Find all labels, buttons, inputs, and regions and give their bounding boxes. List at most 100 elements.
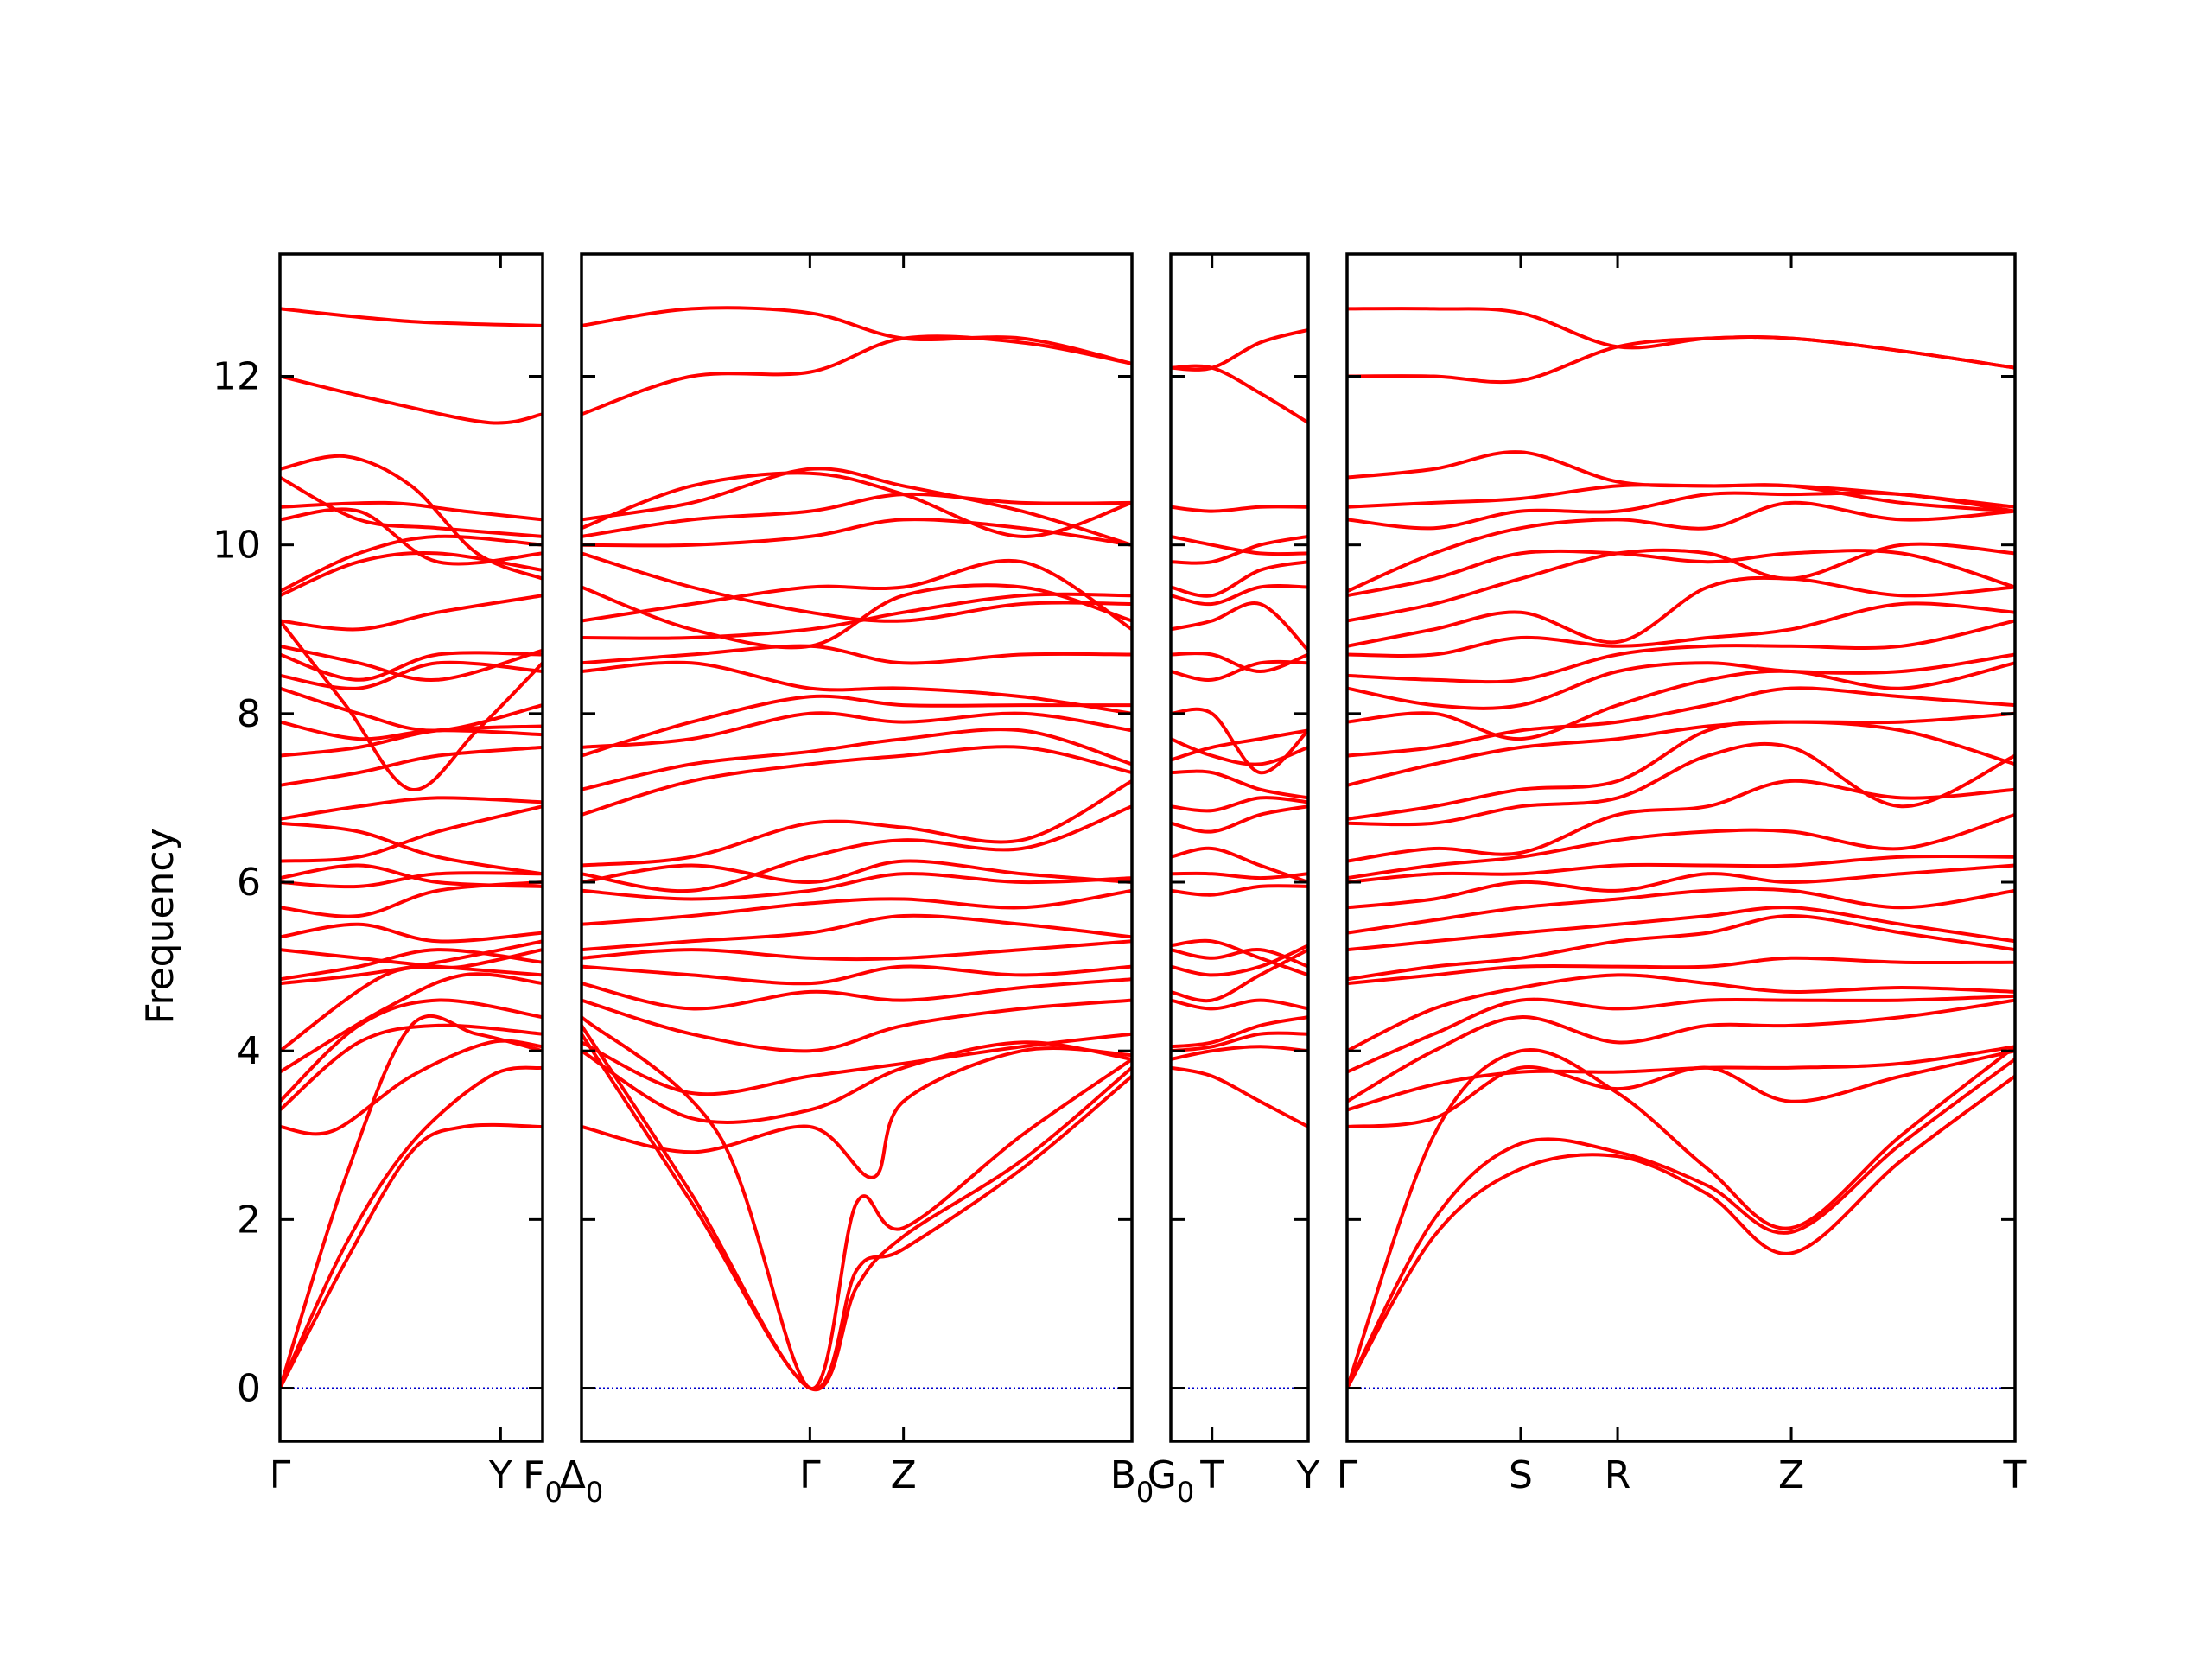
x-tick-label: Z [891, 1453, 917, 1497]
band-line [582, 964, 1132, 986]
band-line [1171, 505, 1308, 513]
band-line [1347, 601, 2015, 658]
band-line [582, 1040, 1132, 1124]
band-line [280, 821, 543, 876]
x-tick-label: Y [488, 1453, 512, 1497]
band-line [280, 454, 543, 581]
band-line [1347, 491, 2015, 531]
band-line [280, 948, 543, 977]
panel-frame [1169, 252, 1310, 1443]
band-line [1347, 335, 2015, 385]
band-line [1347, 542, 2015, 623]
band-line [1347, 720, 2015, 821]
x-tick-label: Δ0 [560, 1453, 603, 1509]
band-line [280, 863, 543, 888]
y-tick-label: 0 [237, 1367, 261, 1411]
band-line [1171, 560, 1308, 598]
x-tick-label: Γ [1337, 1453, 1358, 1497]
band-line [280, 551, 543, 598]
bands [280, 307, 543, 1390]
band-line [582, 977, 1132, 1011]
band-line [1171, 584, 1308, 607]
band-line [1347, 994, 2015, 1074]
band-line [1347, 1074, 2015, 1390]
band-line [582, 779, 1132, 868]
band-line [1347, 854, 2015, 884]
band-line [1347, 973, 2015, 1053]
band-line [280, 745, 543, 787]
band-line [582, 745, 1132, 817]
y-tick-label: 8 [237, 692, 261, 736]
y-tick-label: 10 [213, 524, 261, 568]
band-line [280, 686, 543, 733]
band-line [1347, 1045, 2015, 1112]
band-line [1171, 846, 1308, 884]
band-line [582, 492, 1132, 538]
band-line [280, 644, 543, 683]
band-line [280, 720, 543, 741]
band-line [1171, 364, 1308, 425]
band-line [1347, 741, 2015, 827]
band-line [280, 804, 543, 863]
band-line [280, 972, 543, 1074]
band-line [582, 998, 1132, 1053]
band-line [582, 471, 1132, 538]
y-axis: 0 2 4 6 8 10 12 [213, 354, 261, 1410]
band-line [1171, 1045, 1308, 1061]
x-tick-label: S [1509, 1453, 1533, 1497]
band-line [1171, 796, 1308, 813]
band-line [582, 888, 1132, 926]
band-line [1171, 804, 1308, 834]
band-line [582, 467, 1132, 547]
band-line [1171, 1065, 1308, 1128]
band-line [582, 583, 1132, 650]
band-line [1171, 652, 1308, 673]
band-line [1171, 601, 1308, 652]
band-line [582, 913, 1132, 952]
band-line [1347, 863, 2015, 910]
band-line [1347, 686, 2015, 758]
panel-2: Δ0 Γ Z B0 [560, 252, 1154, 1509]
band-line [280, 871, 543, 889]
band-line [582, 694, 1132, 758]
band-line [280, 724, 543, 758]
band-line [582, 306, 1132, 365]
panel-1: Γ Y F0 [270, 252, 563, 1509]
band-line [280, 475, 543, 538]
band-line [1171, 948, 1308, 1003]
band-line [1347, 1057, 2015, 1390]
x-tick-label: Γ [799, 1453, 821, 1497]
y-tick-label: 12 [213, 354, 261, 398]
band-line [280, 594, 543, 632]
band-line [1347, 500, 2015, 594]
y-tick-label: 4 [237, 1029, 261, 1073]
band-line [1347, 549, 2015, 598]
band-line [1347, 575, 2015, 648]
y-tick-label: 2 [237, 1198, 261, 1242]
band-line [280, 660, 543, 690]
band-line [280, 307, 543, 327]
band-line [582, 872, 1132, 901]
panel-3: G0 T Y [1147, 252, 1320, 1509]
band-line [1171, 948, 1308, 969]
x-tick-label: R [1605, 1453, 1631, 1497]
band-line [1171, 707, 1308, 775]
band-line [1171, 938, 1308, 977]
band-line [1171, 1015, 1308, 1049]
y-axis-title: Frequency [138, 828, 182, 1024]
band-line [1347, 998, 2015, 1103]
band-line [1347, 914, 2015, 982]
band-line [582, 660, 1132, 715]
band-line [1347, 812, 2015, 880]
band-line [280, 1065, 543, 1390]
band-line [582, 1032, 1132, 1096]
band-line [582, 1032, 1132, 1392]
band-line [582, 728, 1132, 791]
band-line [1171, 884, 1308, 897]
x-tick-label: B0 [1110, 1453, 1154, 1509]
band-line [582, 1046, 1132, 1179]
band-line [1347, 619, 2015, 684]
band-line [1347, 307, 2015, 370]
band-line [1347, 956, 2015, 986]
